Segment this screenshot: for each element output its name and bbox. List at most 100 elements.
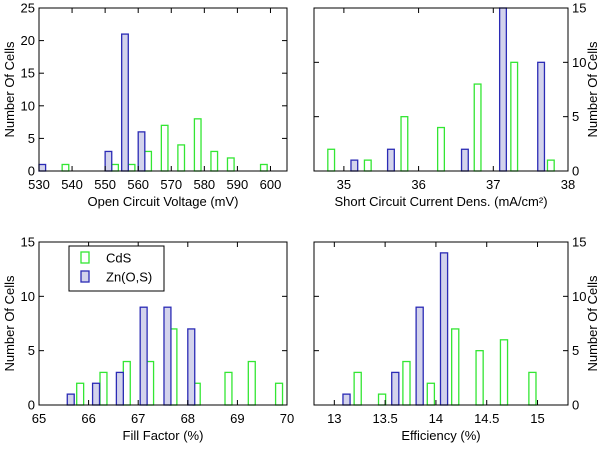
x-tick-label-voc-7: 600 — [260, 177, 282, 192]
y-axis-label-voc: Number Of Cells — [2, 41, 17, 138]
series-ff-0 — [76, 328, 284, 406]
bar-eff-znos-1 — [391, 371, 400, 406]
series-jsc-1 — [350, 7, 546, 172]
x-tick-label-voc-6: 590 — [227, 177, 249, 192]
bar-ff-znos-0 — [66, 393, 75, 406]
x-tick-label-voc-0: 530 — [28, 177, 50, 192]
x-tick-label-voc-5: 580 — [193, 177, 215, 192]
y-tick-label-voc-1: 5 — [28, 131, 35, 146]
bar-ff-znos-3 — [139, 306, 148, 406]
bar-ff-cds-1 — [99, 371, 108, 406]
bar-jsc-cds-5 — [510, 61, 519, 172]
bar-eff-cds-5 — [475, 350, 484, 406]
bar-voc-cds-0 — [61, 163, 70, 172]
x-tick-label-voc-2: 550 — [94, 177, 116, 192]
bar-voc-cds-8 — [226, 157, 235, 172]
bar-voc-znos-3 — [137, 131, 146, 172]
bar-jsc-znos-0 — [350, 159, 359, 172]
x-axis-label-voc: Open Circuit Voltage (mV) — [87, 194, 238, 209]
x-tick-label-jsc-3: 38 — [561, 177, 575, 192]
bar-voc-cds-2 — [127, 163, 136, 172]
plot-frame-ff — [38, 241, 288, 406]
y-tick-label-voc-2: 10 — [21, 98, 35, 113]
y-tick-label-ff-2: 10 — [21, 289, 35, 304]
x-tick-label-eff-3: 14.5 — [474, 411, 499, 426]
series-voc-0 — [61, 118, 268, 172]
bar-eff-cds-4 — [451, 328, 460, 406]
bar-voc-cds-6 — [193, 118, 202, 172]
bar-jsc-znos-2 — [460, 148, 469, 172]
bar-eff-znos-3 — [439, 252, 449, 406]
x-tick-label-ff-3: 68 — [181, 411, 195, 426]
x-tick-label-eff-1: 13.5 — [372, 411, 397, 426]
legend-label-1: Zn(O,S) — [106, 270, 152, 285]
series-voc-1 — [38, 33, 146, 172]
plot-frame-voc — [38, 7, 288, 172]
y-tick-label-jsc-0: 0 — [572, 164, 579, 179]
y-tick-label-voc-0: 0 — [28, 164, 35, 179]
plot-frame-eff — [313, 241, 569, 406]
bar-ff-cds-0 — [76, 382, 85, 406]
legend-box — [68, 245, 165, 292]
legend: CdS Zn(O,S) — [68, 245, 165, 292]
bar-eff-cds-6 — [499, 339, 509, 406]
bar-eff-cds-7 — [528, 371, 537, 406]
y-tick-label-ff-1: 5 — [28, 343, 35, 358]
x-tick-label-voc-1: 540 — [61, 177, 83, 192]
bar-eff-cds-1 — [377, 393, 387, 406]
bar-jsc-znos-3 — [498, 7, 508, 172]
y-tick-label-ff-3: 15 — [21, 235, 35, 250]
x-tick-label-jsc-2: 37 — [486, 177, 500, 192]
bar-voc-cds-9 — [259, 163, 268, 172]
y-tick-label-voc-5: 25 — [21, 1, 35, 16]
y-axis-label-jsc: Number Of Cells — [585, 41, 600, 138]
bar-jsc-znos-4 — [537, 61, 546, 172]
bar-voc-cds-1 — [111, 163, 120, 172]
bar-eff-znos-0 — [342, 393, 351, 406]
legend-swatch-0 — [80, 251, 90, 264]
y-tick-label-ff-0: 0 — [28, 398, 35, 413]
bar-voc-cds-5 — [177, 144, 186, 172]
bar-jsc-cds-1 — [363, 159, 372, 172]
y-tick-label-eff-0: 0 — [572, 398, 579, 413]
bar-jsc-cds-6 — [546, 159, 555, 172]
bar-ff-cds-6 — [224, 371, 233, 406]
x-tick-label-ff-4: 69 — [230, 411, 244, 426]
x-tick-label-jsc-0: 35 — [337, 177, 351, 192]
y-tick-label-eff-1: 5 — [572, 343, 579, 358]
bar-voc-cds-7 — [210, 150, 219, 172]
bar-voc-znos-1 — [104, 150, 113, 172]
x-axis-label-jsc: Short Circuit Current Dens. (mA/cm²) — [334, 194, 547, 209]
bar-ff-znos-5 — [187, 328, 196, 406]
bar-ff-cds-8 — [274, 382, 284, 406]
x-tick-label-voc-4: 570 — [160, 177, 182, 192]
bar-eff-cds-0 — [353, 371, 362, 406]
x-tick-label-ff-1: 66 — [81, 411, 95, 426]
bar-jsc-cds-2 — [400, 116, 409, 172]
legend-label-0: CdS — [106, 251, 132, 266]
y-tick-label-jsc-1: 5 — [572, 109, 579, 124]
plot-frame-jsc — [313, 7, 569, 172]
bar-eff-znos-2 — [415, 306, 424, 406]
x-tick-label-eff-4: 15 — [530, 411, 544, 426]
x-tick-label-eff-2: 14 — [429, 411, 443, 426]
series-ff-1 — [66, 306, 196, 406]
x-axis-label-ff: Fill Factor (%) — [123, 428, 204, 443]
bar-jsc-cds-0 — [327, 148, 336, 172]
x-tick-label-voc-3: 560 — [127, 177, 149, 192]
series-eff-1 — [342, 252, 449, 406]
y-tick-label-jsc-3: 15 — [572, 1, 586, 16]
chart-eff: 13 13.5 14 14.5 15 0 5 10 15 Efficiency (%) Number… — [313, 235, 600, 443]
legend-swatch-1 — [80, 270, 90, 283]
y-tick-label-eff-2: 10 — [572, 289, 586, 304]
bar-voc-cds-4 — [160, 124, 169, 172]
bar-jsc-cds-4 — [473, 83, 482, 172]
x-tick-label-ff-5: 70 — [280, 411, 294, 426]
series-jsc-0 — [327, 61, 555, 172]
y-tick-label-eff-3: 15 — [572, 235, 586, 250]
y-axis-label-ff: Number Of Cells — [2, 275, 17, 372]
chart-ff: 65 66 67 68 69 70 0 5 10 15 Fill Factor (%) Number … — [2, 235, 294, 444]
chart-jsc: 35 36 37 380 5 10 15 Short Circuit Current Dens… — [313, 1, 600, 209]
y-tick-label-voc-4: 20 — [21, 33, 35, 48]
